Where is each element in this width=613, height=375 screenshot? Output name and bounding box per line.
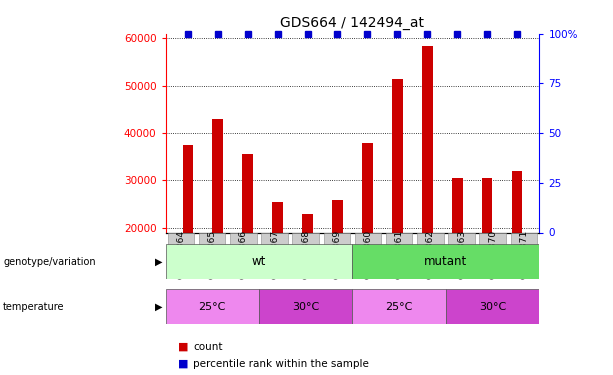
FancyBboxPatch shape	[230, 233, 257, 275]
Bar	[512, 171, 522, 322]
Title: GDS664 / 142494_at: GDS664 / 142494_at	[281, 16, 424, 30]
Bar	[362, 142, 373, 322]
Text: genotype/variation: genotype/variation	[3, 256, 96, 267]
Text: 30°C: 30°C	[292, 302, 319, 312]
Bar	[392, 79, 403, 322]
FancyBboxPatch shape	[386, 233, 413, 275]
Text: percentile rank within the sample: percentile rank within the sample	[193, 359, 369, 369]
Text: GSM21869: GSM21869	[332, 230, 341, 279]
FancyBboxPatch shape	[511, 233, 537, 275]
Text: ▶: ▶	[154, 256, 162, 267]
Bar	[213, 119, 223, 322]
Text: GSM21866: GSM21866	[239, 230, 248, 279]
Bar	[446, 289, 539, 324]
Text: GSM21860: GSM21860	[364, 230, 373, 279]
Bar	[166, 244, 352, 279]
Bar	[242, 154, 253, 322]
Bar	[259, 289, 352, 324]
Text: GSM21867: GSM21867	[270, 230, 279, 279]
Text: 25°C: 25°C	[199, 302, 226, 312]
FancyBboxPatch shape	[324, 233, 350, 275]
Bar	[452, 178, 463, 322]
Bar	[302, 214, 313, 322]
Text: 30°C: 30°C	[479, 302, 506, 312]
Text: ▶: ▶	[154, 302, 162, 312]
Text: GSM21868: GSM21868	[301, 230, 310, 279]
Bar	[352, 244, 539, 279]
Text: ■: ■	[178, 359, 188, 369]
Bar	[352, 289, 446, 324]
FancyBboxPatch shape	[355, 233, 381, 275]
Text: GSM21870: GSM21870	[488, 230, 497, 279]
FancyBboxPatch shape	[479, 233, 506, 275]
Bar	[332, 200, 343, 322]
Bar	[272, 202, 283, 322]
Text: count: count	[193, 342, 223, 352]
Text: GSM21862: GSM21862	[426, 230, 435, 279]
Text: GSM21864: GSM21864	[177, 230, 186, 279]
Bar	[482, 178, 492, 322]
FancyBboxPatch shape	[417, 233, 444, 275]
Text: temperature: temperature	[3, 302, 64, 312]
FancyBboxPatch shape	[261, 233, 288, 275]
Text: GSM21861: GSM21861	[395, 230, 404, 279]
FancyBboxPatch shape	[292, 233, 319, 275]
Text: GSM21871: GSM21871	[519, 230, 528, 279]
Bar	[422, 46, 433, 322]
Text: ■: ■	[178, 342, 188, 352]
Bar	[183, 145, 193, 322]
Text: mutant: mutant	[424, 255, 468, 268]
FancyBboxPatch shape	[199, 233, 226, 275]
Text: wt: wt	[252, 255, 266, 268]
Text: 25°C: 25°C	[386, 302, 413, 312]
FancyBboxPatch shape	[448, 233, 475, 275]
Bar	[166, 289, 259, 324]
Text: GSM21863: GSM21863	[457, 230, 466, 279]
FancyBboxPatch shape	[168, 233, 194, 275]
Text: GSM21865: GSM21865	[208, 230, 217, 279]
